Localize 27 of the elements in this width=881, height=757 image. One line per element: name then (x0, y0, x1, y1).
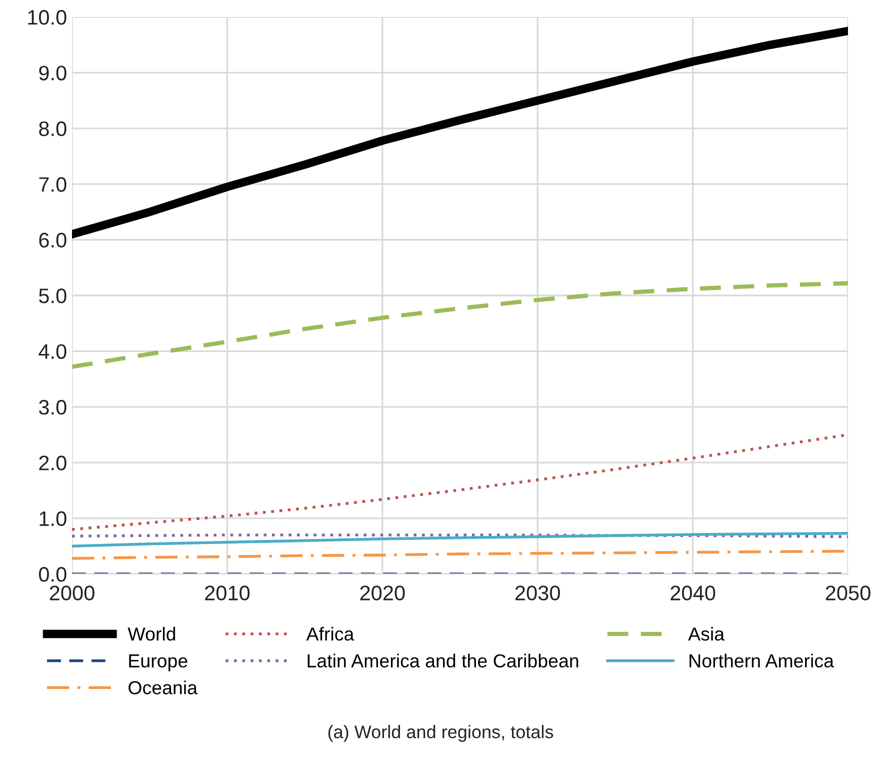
legend-label: Latin America and the Caribbean (308, 654, 578, 668)
y-tick-label: 4.0 (38, 344, 66, 359)
x-tick-label: 2050 (826, 586, 870, 600)
legend-label: Europe (129, 654, 188, 672)
legend-label: Asia (688, 626, 725, 641)
legend-label: Africa (306, 626, 354, 641)
y-tick-label: 2.0 (39, 456, 66, 470)
y-tick-label: 3.0 (38, 400, 66, 415)
x-tick-label: 2010 (205, 586, 250, 600)
legend-label: World (128, 626, 176, 641)
x-tick-label: 2030 (515, 586, 560, 600)
y-tick-label: 5.0 (39, 288, 66, 304)
y-tick-label: 9.0 (39, 66, 66, 80)
x-tick-label: 2040 (670, 586, 716, 600)
legend-label: Northern America (690, 654, 834, 668)
y-tick-label: 1.0 (40, 511, 66, 526)
line-series (72, 281, 848, 369)
line-series (72, 532, 848, 548)
y-tick-label: 8.0 (39, 121, 66, 136)
y-tick-label: 10.0 (28, 10, 66, 25)
x-tick-label: 2000 (50, 586, 94, 600)
y-tick-label: 0.0 (38, 567, 66, 582)
legend-label: Oceania (128, 680, 198, 694)
text: (a) World and regions, totals (328, 725, 554, 742)
y-tick-label: 7.0 (39, 177, 66, 192)
x-tick-label: 2020 (360, 586, 405, 600)
y-tick-label: 6.0 (39, 232, 66, 248)
